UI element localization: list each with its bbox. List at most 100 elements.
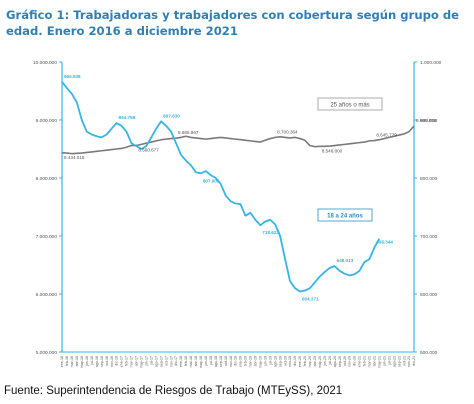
data-label: 604.371 — [302, 296, 319, 301]
x-tick-label: feb-20 — [303, 356, 307, 366]
x-tick-label: dic-19 — [293, 356, 297, 366]
x-tick-label: ago-18 — [214, 356, 218, 367]
x-tick-label: may-21 — [377, 356, 381, 368]
x-tick-label: oct-16 — [105, 356, 109, 366]
x-tick-label: may-20 — [318, 356, 322, 368]
x-tick-label: ago-19 — [273, 356, 277, 367]
y-right-tick-label: 1.000.000 — [420, 60, 442, 66]
data-label: 965.538 — [64, 74, 81, 79]
y-left-tick-label: 10.000.000 — [33, 60, 57, 66]
annotation-label-18-24: 18 a 24 años — [327, 214, 363, 220]
x-tick-label: mar-21 — [368, 356, 372, 367]
x-tick-label: feb-18 — [184, 356, 188, 366]
x-tick-label: abr-17 — [135, 356, 139, 366]
x-tick-label: feb-17 — [125, 356, 129, 366]
y-right-tick-label: 700.000 — [420, 234, 438, 240]
x-tick-label: abr-19 — [254, 356, 258, 366]
x-tick-label: jul-20 — [328, 356, 332, 366]
data-label: 894.758 — [119, 115, 136, 120]
x-tick-label: dic-18 — [234, 356, 238, 366]
data-label: 8.685.867 — [178, 130, 199, 135]
x-tick-label: ago-16 — [95, 356, 99, 367]
x-tick-label: abr-16 — [75, 356, 79, 366]
y-right-tick-label: 500.000 — [420, 350, 438, 356]
x-tick-label: sep-21 — [397, 356, 401, 367]
data-label: 8.895.865 — [416, 118, 437, 123]
x-tick-label: jul-21 — [387, 356, 391, 366]
annotation-label-25-mas: 25 años o más — [330, 103, 369, 109]
x-tick-label: jun-19 — [263, 356, 267, 367]
x-tick-label: ene-18 — [179, 356, 183, 367]
x-tick-label: abr-21 — [373, 356, 377, 366]
data-label: 695.344 — [376, 240, 393, 245]
x-tick-label: jun-17 — [144, 356, 148, 367]
x-tick-label: may-16 — [80, 356, 84, 368]
x-tick-label: abr-20 — [313, 356, 317, 366]
x-tick-label: feb-21 — [363, 356, 367, 366]
x-tick-label: ene-21 — [358, 356, 362, 367]
x-tick-label: dic-16 — [115, 356, 119, 366]
y-left-tick-label: 5.000.000 — [36, 350, 58, 356]
x-tick-label: feb-16 — [65, 356, 69, 366]
x-tick-label: ene-17 — [120, 356, 124, 367]
x-tick-label: oct-21 — [402, 356, 406, 366]
y-left-tick-label: 9.000.000 — [36, 118, 58, 124]
x-tick-label: mar-17 — [130, 356, 134, 367]
x-tick-label: oct-19 — [283, 356, 287, 366]
chart-annotations: 25 años o más 18 a 24 años — [317, 97, 383, 222]
chart-series — [61, 81, 415, 293]
x-tick-label: ene-19 — [239, 356, 243, 367]
x-tick-label: ene-16 — [60, 356, 64, 367]
line-chart: 5.000.000 6.000.000 7.000.000 8.000.000 9.00… — [33, 60, 442, 368]
data-label: 8.645.779 — [376, 133, 397, 138]
x-tick-label: abr-18 — [194, 356, 198, 366]
x-tick-label: jun-16 — [85, 356, 89, 367]
y-right-tick-label: 600.000 — [420, 292, 438, 298]
x-tick-label: sep-18 — [219, 356, 223, 367]
data-label: 718.622 — [262, 230, 279, 235]
x-tick-label: jul-19 — [268, 356, 272, 366]
x-tick-label: nov-17 — [169, 356, 173, 367]
x-tick-label: mar-19 — [249, 356, 253, 367]
x-tick-label: dic-17 — [174, 356, 178, 366]
x-tick-label: dic-20 — [353, 356, 357, 366]
x-tick-label: mar-18 — [189, 356, 193, 367]
y-left-tick-label: 7.000.000 — [36, 234, 58, 240]
series-line-18-24 — [61, 81, 381, 293]
x-tick-label: feb-19 — [244, 356, 248, 366]
x-tick-label: oct-18 — [224, 356, 228, 366]
data-label: 8.434.015 — [64, 155, 85, 160]
x-tick-label: ago-21 — [392, 356, 396, 367]
data-label: 8.700.364 — [277, 129, 298, 134]
x-tick-label: mar-20 — [308, 356, 312, 367]
series-line-25-mas — [61, 125, 415, 155]
x-tick-label: oct-17 — [164, 356, 168, 366]
y-left-tick-label: 6.000.000 — [36, 292, 58, 298]
x-tick-label: jul-16 — [90, 356, 94, 366]
x-tick-label: may-18 — [199, 356, 203, 368]
data-label: 8.560.677 — [138, 147, 159, 152]
y-right-tick-label: 900.000 — [420, 118, 438, 124]
x-tick-label: jul-18 — [209, 356, 213, 366]
x-tick-label: nov-18 — [229, 356, 233, 367]
x-tick-label: may-19 — [259, 356, 263, 368]
x-tick-label: ene-20 — [298, 356, 302, 367]
x-tick-label: nov-21 — [407, 356, 411, 367]
x-tick-label: jun-21 — [382, 356, 386, 367]
data-label: 8.546.000 — [322, 148, 343, 153]
x-tick-label: jun-20 — [323, 356, 327, 367]
x-tick-label: sep-16 — [100, 356, 104, 367]
x-tick-label: mar-16 — [70, 356, 74, 367]
x-tick-label: may-17 — [140, 356, 144, 368]
x-tick-label: ago-17 — [154, 356, 158, 367]
x-tick-label: ago-20 — [333, 356, 337, 367]
x-tick-label: nov-16 — [110, 356, 114, 367]
y-right-tick-label: 800.000 — [420, 176, 438, 182]
x-tick-label: jun-18 — [204, 356, 208, 367]
x-tick-label: sep-17 — [159, 356, 163, 367]
x-tick-label: jul-17 — [149, 356, 153, 366]
x-tick-label: sep-19 — [278, 356, 282, 367]
x-tick-label: sep-20 — [338, 356, 342, 367]
annotation-box-25-mas — [317, 97, 383, 111]
x-tick-label: nov-19 — [288, 356, 292, 367]
